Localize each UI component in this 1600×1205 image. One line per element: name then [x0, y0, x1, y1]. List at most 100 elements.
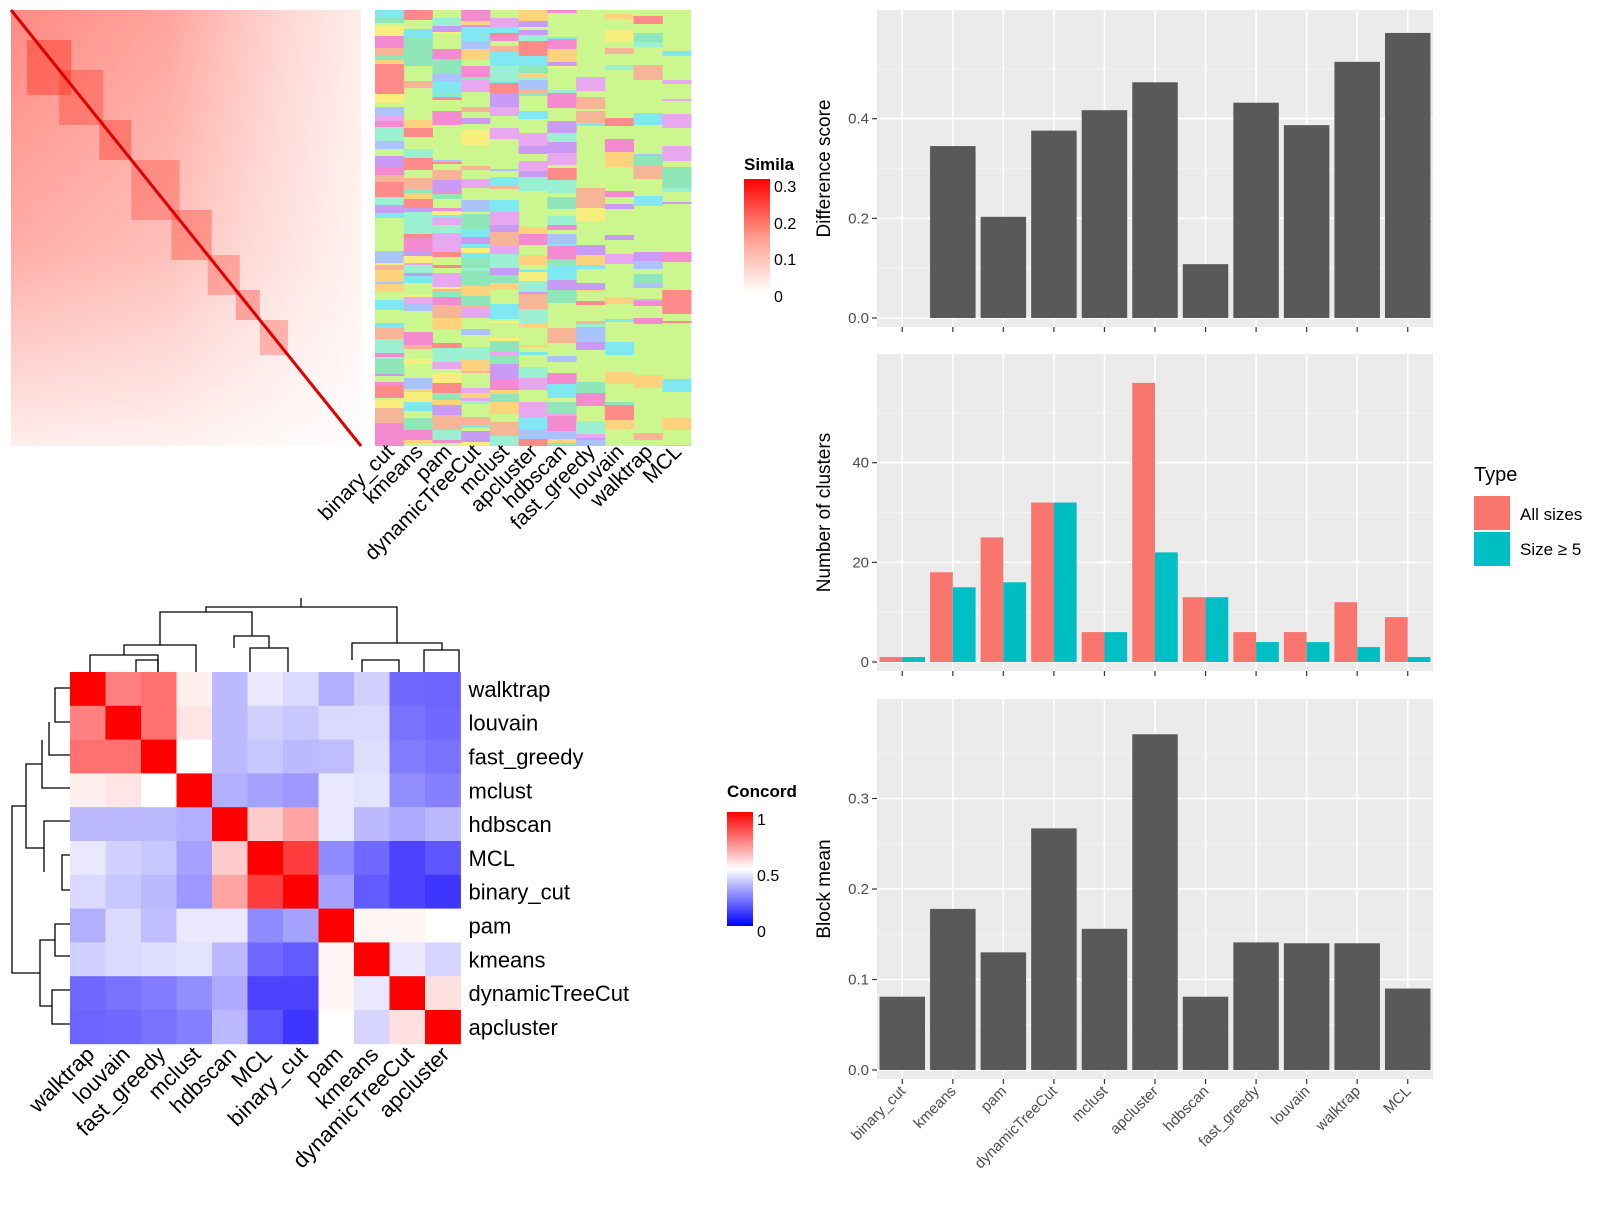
bar [980, 952, 1027, 1070]
type-legend-label-size-5: Size ≥ 5 [1520, 540, 1581, 559]
concordance-cell [318, 908, 355, 943]
concordance-cell [176, 807, 213, 842]
x-category-label: pam [978, 1083, 1011, 1116]
annotation-cell [547, 37, 577, 39]
bar [1031, 502, 1054, 662]
annotation-cell [547, 180, 577, 193]
annotation-cell [518, 30, 548, 35]
annotation-cell [375, 205, 405, 213]
annotation-cell [432, 160, 462, 162]
annotation-cell [576, 208, 606, 221]
annotation-cell [489, 83, 520, 93]
annotation-cell [403, 238, 433, 252]
concordance-legend-tick: 1 [757, 812, 766, 829]
annotation-cell [662, 119, 692, 128]
annotation-cell [604, 319, 635, 322]
annotation-cell [518, 161, 548, 171]
annotation-cell [547, 10, 577, 13]
concordance-cell [70, 705, 106, 740]
block-mean-chart: 0.0 0.1 0.2 0.3 Block mean [814, 699, 1433, 1084]
number-of-clusters-chart: 0 20 40 Number of clusters [814, 354, 1433, 676]
annotation-cell [633, 283, 663, 288]
bar [1182, 597, 1206, 662]
annotation-cell [547, 244, 577, 246]
annotation-cell [633, 196, 663, 206]
annotation-cell [604, 118, 635, 124]
annotation-cell [375, 357, 405, 359]
annotation-cell [432, 162, 462, 164]
concordance-cell [354, 705, 390, 740]
concordance-cell [425, 739, 461, 774]
concordance-cell [176, 705, 213, 740]
concordance-cell [141, 1010, 177, 1045]
concordance-row-label: pam [469, 914, 512, 939]
annotation-cell [633, 433, 663, 440]
bar [1256, 642, 1279, 662]
annotation-cell [604, 191, 635, 197]
concordance-cell [247, 773, 284, 808]
annotation-cell [432, 211, 462, 215]
annotation-cell [461, 107, 491, 112]
y-tick-label: 0.0 [848, 1062, 869, 1079]
annotation-cell [375, 127, 405, 141]
x-category-label: hdbscan [1160, 1083, 1212, 1135]
annotation-cell [403, 265, 433, 273]
similarity-legend-tick: 0.1 [774, 252, 796, 269]
annotation-cell [375, 323, 405, 328]
annotation-cell [375, 213, 405, 218]
annotation-cell [518, 56, 548, 65]
annotation-cell [547, 402, 577, 413]
annotation-cell [489, 46, 520, 52]
concordance-cell [141, 874, 177, 909]
annotation-cell [432, 95, 462, 97]
annotation-cell [489, 27, 520, 33]
annotation-cell [432, 97, 462, 100]
annotation-cell [432, 318, 462, 330]
concordance-cell [105, 942, 142, 977]
annotation-cell [375, 423, 405, 428]
annotation-cell [547, 259, 577, 265]
annotation-cell [375, 353, 405, 357]
annotation-cell [547, 62, 577, 66]
similarity-legend-tick: 0.2 [774, 216, 796, 233]
annotation-cell [461, 66, 491, 77]
annotation-cell [633, 156, 663, 166]
annotation-cell [403, 297, 433, 303]
annotation-cell [547, 280, 577, 284]
concordance-cell [212, 841, 248, 876]
annotation-cell [403, 359, 433, 364]
annotation-cell [547, 121, 577, 133]
annotation-cell [461, 371, 491, 373]
annotation-cell [576, 245, 606, 255]
annotation-cell [518, 35, 548, 41]
concordance-cell [389, 807, 426, 842]
annotation-cell [489, 394, 520, 402]
annotation-cell [375, 94, 405, 103]
concordance-cell [425, 773, 461, 808]
annotation-cell [432, 430, 462, 440]
annotation-cell [461, 305, 491, 307]
concordance-cell [105, 976, 142, 1011]
annotation-cell [403, 252, 433, 256]
annotation-cell [518, 439, 548, 446]
annotation-cell [547, 216, 577, 225]
annotation-cell [633, 252, 663, 261]
concordance-cell [105, 705, 142, 740]
annotation-cell [375, 270, 405, 282]
bar [1081, 632, 1105, 662]
annotation-cell [461, 256, 491, 258]
annotation-cell [375, 26, 405, 36]
concordance-cell [176, 976, 213, 1011]
annotation-cell [403, 158, 433, 170]
concordance-cell [283, 908, 319, 943]
annotation-cell [489, 375, 520, 380]
annotation-cell [403, 332, 433, 345]
annotation-cell [547, 133, 577, 142]
concordance-cell [425, 705, 461, 740]
annotation-cell [662, 418, 692, 430]
annotation-cell [461, 417, 491, 425]
concordance-cell [425, 1010, 461, 1045]
annotation-cell [518, 417, 548, 429]
annotation-cell [604, 402, 635, 405]
annotation-cell [432, 67, 462, 73]
